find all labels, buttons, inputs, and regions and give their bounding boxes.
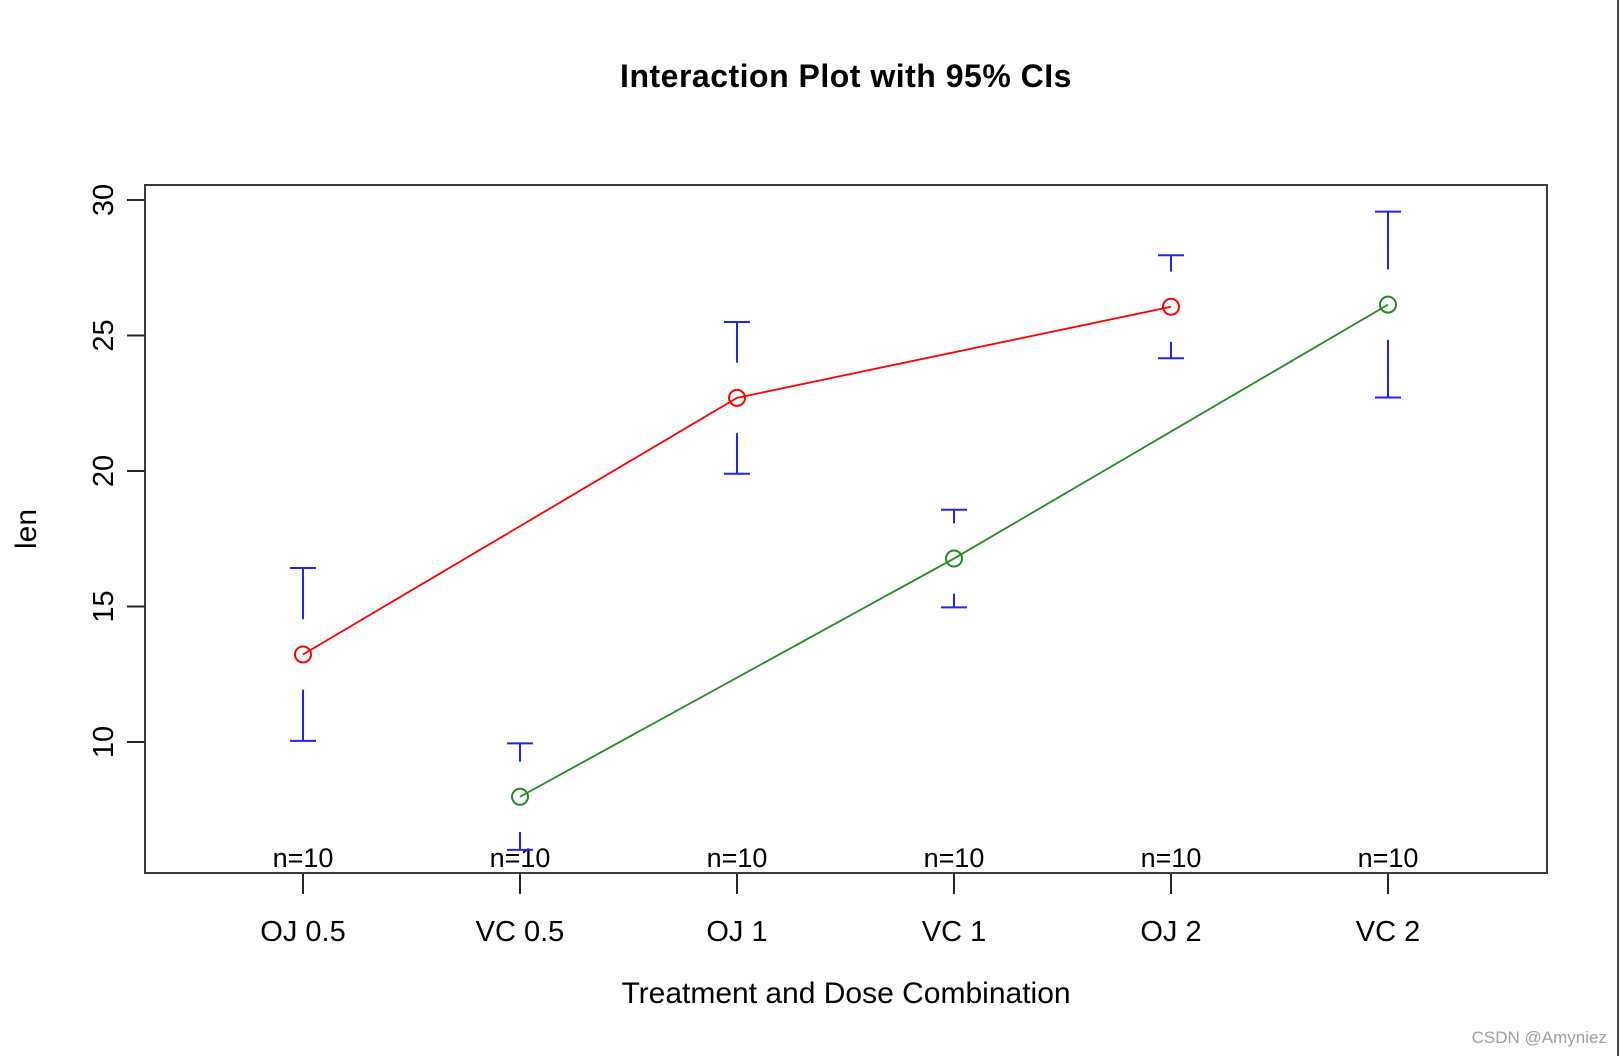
mean-point-vc <box>945 549 963 568</box>
sample-size-label: n=10 <box>1141 843 1202 873</box>
sample-size-label: n=10 <box>273 843 334 873</box>
sample-size-label: n=10 <box>924 843 985 873</box>
x-tick-label: VC 2 <box>1356 916 1420 948</box>
mean-point-vc <box>511 787 529 806</box>
y-axis-label: len <box>10 508 43 550</box>
plot-box <box>144 184 1548 874</box>
y-tick-label: 25 <box>88 319 120 351</box>
watermark: CSDN @Amyniez <box>1471 1028 1607 1047</box>
series-line-oj <box>302 305 1172 656</box>
y-tick-label: 10 <box>88 726 120 758</box>
chart-title: Interaction Plot with 95% CIs <box>620 58 1072 94</box>
x-tick-label: VC 0.5 <box>476 916 565 948</box>
x-tick-label: OJ 2 <box>1140 916 1201 948</box>
x-tick-label: OJ 1 <box>706 916 767 948</box>
x-tick-label: VC 1 <box>922 916 986 948</box>
x-tick-label: OJ 0.5 <box>260 916 345 948</box>
x-axis-label: Treatment and Dose Combination <box>621 977 1071 1010</box>
window-right-border <box>1617 0 1619 1056</box>
series-line-vc <box>519 303 1389 798</box>
mean-point-oj <box>728 388 746 407</box>
y-tick-label: 15 <box>88 590 120 622</box>
sample-size-label: n=10 <box>1358 843 1419 873</box>
mean-point-oj <box>1162 297 1180 316</box>
y-tick-label: 20 <box>88 455 120 487</box>
mean-point-vc <box>1379 295 1397 314</box>
sample-size-label: n=10 <box>707 843 768 873</box>
mean-point-oj <box>294 645 312 664</box>
y-tick-label: 30 <box>88 184 120 216</box>
